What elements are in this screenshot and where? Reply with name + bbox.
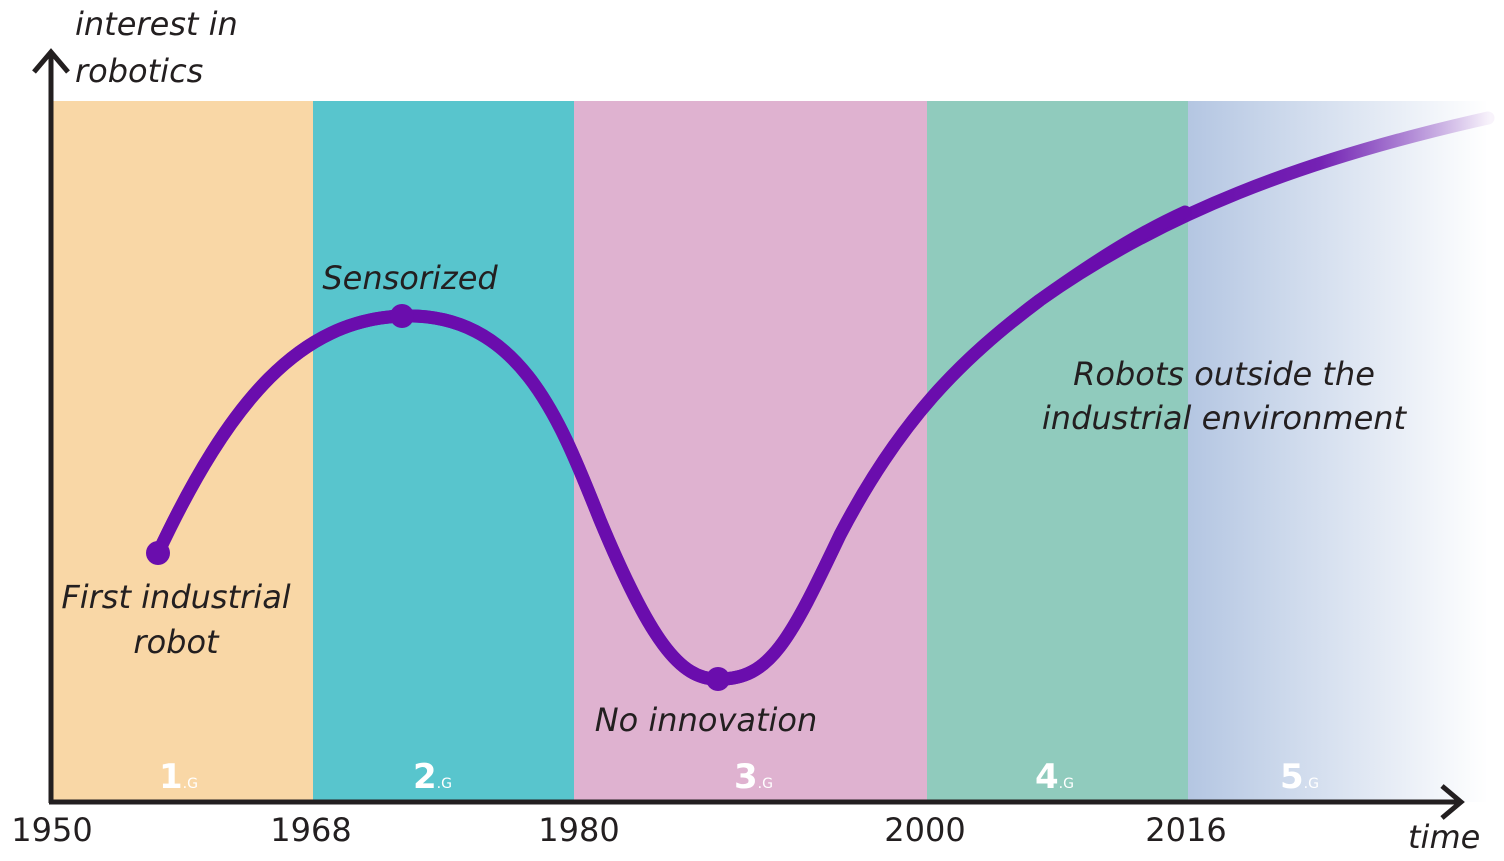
milestone-dot-sensorized xyxy=(390,304,414,328)
x-axis-arrowhead xyxy=(1440,784,1465,820)
band-gen-4 xyxy=(927,101,1188,802)
annotation-first-robot-line2: robot xyxy=(133,623,220,661)
y-axis-label-line2: robotics xyxy=(75,52,203,90)
generation-label: 2.G xyxy=(413,757,452,797)
band-gen-2 xyxy=(313,101,574,802)
band-gen-3 xyxy=(574,101,927,802)
generation-label: 3.G xyxy=(734,757,773,797)
generation-label: 1.G xyxy=(159,757,198,797)
generation-label: 5.G xyxy=(1280,757,1319,797)
milestone-dot-no-innovation xyxy=(706,667,730,691)
y-axis-arrowhead xyxy=(32,48,70,74)
x-axis-label: time xyxy=(1408,818,1480,856)
annotation-first-robot-line1: First industrial xyxy=(61,578,290,616)
tick-label: 1950 xyxy=(11,811,92,849)
band-gen-5 xyxy=(1188,101,1488,802)
y-axis-label-line1: interest in xyxy=(75,5,238,43)
tick-label: 1980 xyxy=(538,811,619,849)
milestone-dot-first-robot xyxy=(146,541,170,565)
interest-curve-solid xyxy=(151,205,1192,686)
generation-label: 4.G xyxy=(1035,757,1074,797)
tick-label: 1968 xyxy=(270,811,351,849)
band-gen-1 xyxy=(52,101,313,802)
tick-label: 2000 xyxy=(884,811,965,849)
annotation-no-innovation: No innovation xyxy=(595,701,818,739)
tick-label: 2016 xyxy=(1145,811,1226,849)
annotation-sensorized: Sensorized xyxy=(322,259,498,297)
annotation-outside-line1: Robots outside the xyxy=(1073,355,1375,393)
annotation-outside-line2: industrial environment xyxy=(1042,399,1408,437)
